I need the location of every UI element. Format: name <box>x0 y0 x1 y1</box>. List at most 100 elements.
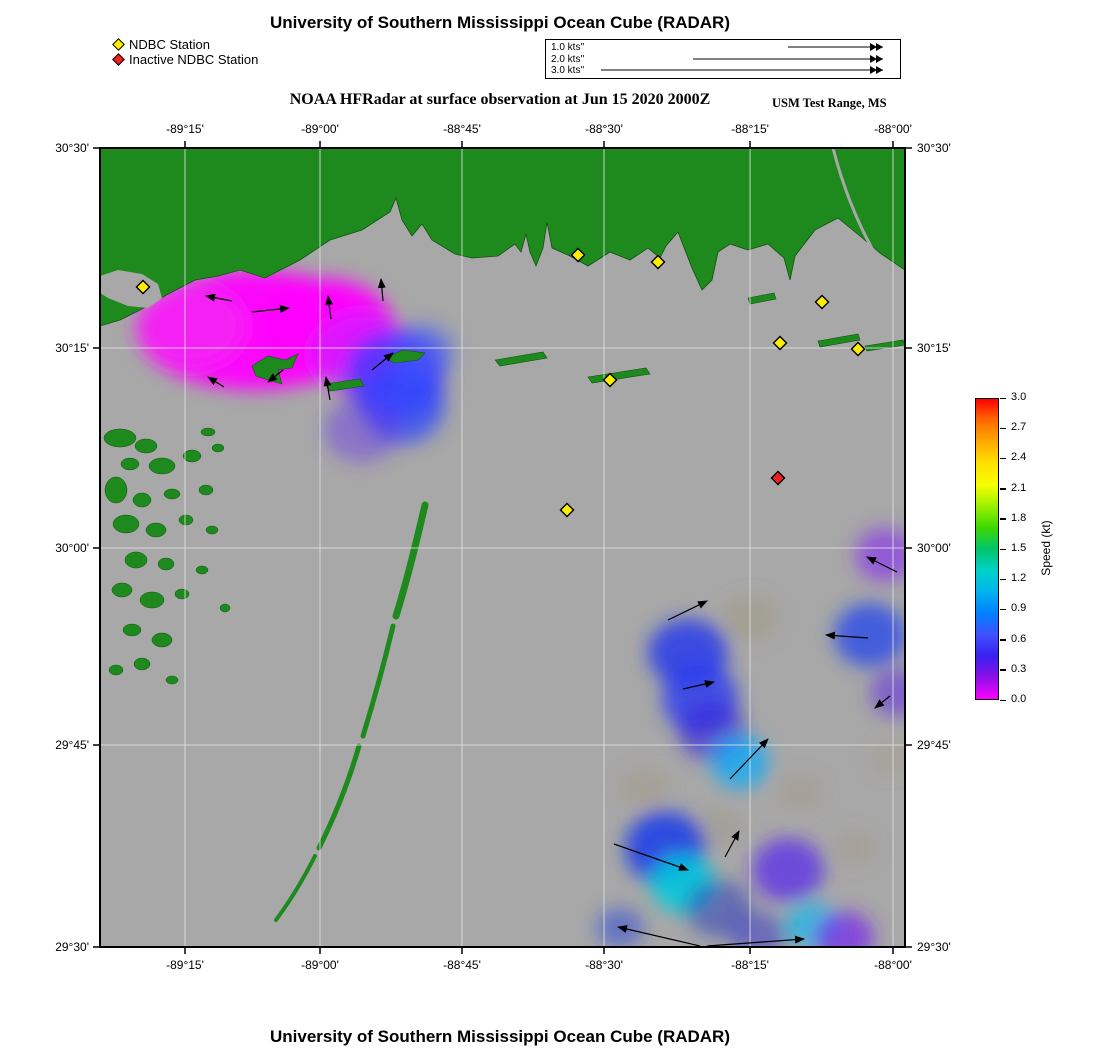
ndbc-station-marker <box>570 247 586 263</box>
barrier-island <box>494 351 548 367</box>
current-vector <box>613 843 689 871</box>
axis-tick-label-longitude: -89°00' <box>301 958 339 972</box>
marsh-island <box>122 623 142 637</box>
colorbar-tick-label: 2.7 <box>1011 421 1027 434</box>
marsh-island <box>178 514 194 526</box>
colorbar-tick-label: 3.0 <box>1011 391 1027 403</box>
ndbc-station-marker <box>650 254 666 270</box>
marsh-island <box>132 492 152 508</box>
colorbar-tick <box>1000 669 1006 671</box>
range-label: USM Test Range, MS <box>772 96 887 110</box>
colorbar-tick-label: 2.4 <box>1011 451 1027 464</box>
colorbar-tick-label: 0.3 <box>1011 662 1027 675</box>
ndbc-station-marker <box>602 372 618 388</box>
marsh-island <box>133 657 151 671</box>
vector-layer <box>205 278 898 947</box>
axis-tick-label-latitude: 29°45' <box>55 738 89 752</box>
colorbar-axis-label: Speed (kt) <box>1039 520 1053 576</box>
speed-field-layer <box>135 270 905 947</box>
colorbar-tick <box>1000 488 1006 490</box>
axis-tick-label-longitude: -88°15' <box>731 958 769 972</box>
barrier-island <box>384 349 426 364</box>
current-vector <box>207 376 225 388</box>
colorbar-tick <box>1000 578 1006 581</box>
axis-tick-label-longitude: -89°00' <box>301 122 339 136</box>
colorbar-tick-label: 0.0 <box>1011 693 1027 705</box>
axis-tick-label-longitude: -88°00' <box>874 958 912 972</box>
ndbc-station-marker <box>772 335 788 351</box>
colorbar-tick <box>1000 457 1006 460</box>
colorbar-tick-label: 0.6 <box>1011 632 1027 645</box>
current-vector <box>866 556 898 573</box>
scale-box: 1.0 kts'' 2.0 kts'' 3.0 kts'' <box>545 39 901 79</box>
axis-tick-label-latitude: 30°00' <box>917 540 951 555</box>
colorbar-tick-label: 1.2 <box>1011 572 1027 585</box>
ndbc-station-marker <box>850 341 866 357</box>
marsh-island <box>104 476 128 504</box>
marsh-island <box>111 582 133 598</box>
legend-item-active-station: NDBC Station <box>112 37 258 52</box>
island-chain <box>274 854 317 922</box>
speed-blob <box>870 669 905 717</box>
marsh-island <box>211 443 225 453</box>
marsh-island <box>134 438 158 454</box>
current-vector <box>825 631 869 640</box>
page-title-top: University of Southern Mississippi Ocean… <box>269 13 730 32</box>
speed-blob <box>869 741 905 775</box>
speed-blob <box>324 398 400 462</box>
colorbar-tick <box>1000 699 1006 701</box>
current-vector <box>377 278 386 302</box>
current-vector <box>729 738 769 780</box>
legend-item-inactive-station: Inactive NDBC Station <box>112 52 258 67</box>
marsh-island <box>151 632 173 648</box>
colorbar-tick-label: 1.8 <box>1011 511 1027 524</box>
legend-label: Inactive NDBC Station <box>129 52 259 67</box>
speed-blob <box>390 324 454 380</box>
current-vector <box>874 695 891 709</box>
station-legend: NDBC Station Inactive NDBC Station <box>112 37 258 67</box>
current-vector <box>205 293 233 302</box>
marsh-island <box>157 557 175 571</box>
scale-row: 3.0 kts'' <box>551 65 895 76</box>
marsh-island <box>198 484 214 496</box>
marsh-island <box>200 427 216 437</box>
marsh-island <box>108 664 124 676</box>
current-vector <box>323 376 332 401</box>
marsh-island <box>182 449 202 463</box>
speed-blob <box>834 831 876 865</box>
speed-blob <box>776 774 824 812</box>
island-chain <box>392 501 429 620</box>
marsh-island <box>163 488 181 500</box>
plot-subtitle: NOAA HFRadar at surface observation at J… <box>289 91 711 108</box>
marsh-island <box>148 457 176 475</box>
speed-blob <box>855 528 905 582</box>
bay-inlet <box>100 270 162 308</box>
speed-blob <box>834 603 905 667</box>
colorbar-tick-label: 0.9 <box>1011 602 1027 615</box>
current-vector <box>667 600 708 621</box>
speed-blob <box>729 912 787 947</box>
island-chain <box>360 623 396 739</box>
mainland <box>100 148 905 327</box>
map-area: -89°15' -89°15' -89°00' -89°00' -88°45' -88°4… <box>55 122 951 972</box>
axis-tick-label-latitude: 29°30' <box>55 940 89 954</box>
current-vector <box>267 369 284 383</box>
current-vector <box>724 830 740 858</box>
colorbar-gradient <box>975 398 999 700</box>
axis-tick-label-latitude: 30°30' <box>917 141 951 155</box>
ndbc-station-marker <box>135 279 151 295</box>
station-layer <box>135 247 866 518</box>
axis-tick-label-longitude: -88°15' <box>731 122 769 136</box>
axis-tick-label-latitude: 30°30' <box>55 141 89 155</box>
marsh-island <box>145 522 167 538</box>
marsh-island <box>103 428 137 448</box>
speed-blob <box>711 735 769 789</box>
legend-label: NDBC Station <box>129 37 210 52</box>
scale-row: 2.0 kts'' <box>551 54 895 65</box>
marsh-island <box>205 525 219 535</box>
marsh-island <box>219 603 231 613</box>
scale-arrow <box>788 43 883 51</box>
current-vector <box>682 680 715 690</box>
current-vector <box>251 304 290 313</box>
